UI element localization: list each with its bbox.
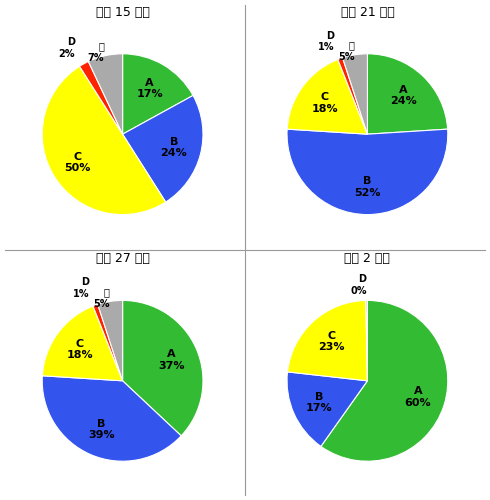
- Wedge shape: [42, 306, 122, 381]
- Text: B
24%: B 24%: [161, 136, 187, 158]
- Text: D
1%: D 1%: [73, 277, 89, 299]
- Wedge shape: [287, 60, 368, 134]
- Text: C
18%: C 18%: [311, 92, 338, 114]
- Text: B
39%: B 39%: [88, 418, 115, 440]
- Wedge shape: [366, 300, 368, 381]
- Text: D
0%: D 0%: [350, 274, 367, 295]
- Text: B
17%: B 17%: [306, 392, 332, 413]
- Title: 平成 21 年度: 平成 21 年度: [341, 6, 394, 19]
- Wedge shape: [122, 54, 193, 134]
- Text: C
50%: C 50%: [65, 152, 91, 174]
- Wedge shape: [288, 300, 368, 381]
- Wedge shape: [122, 96, 203, 202]
- Text: C
23%: C 23%: [318, 331, 345, 352]
- Wedge shape: [321, 300, 448, 461]
- Text: D
1%: D 1%: [318, 30, 334, 52]
- Wedge shape: [88, 54, 122, 134]
- Wedge shape: [42, 376, 181, 461]
- Wedge shape: [338, 58, 368, 134]
- Text: C
18%: C 18%: [67, 339, 93, 360]
- Wedge shape: [343, 54, 368, 134]
- Wedge shape: [79, 62, 122, 134]
- Text: A
60%: A 60%: [405, 386, 431, 407]
- Text: A
37%: A 37%: [158, 349, 184, 370]
- Wedge shape: [98, 300, 122, 381]
- Wedge shape: [368, 54, 448, 134]
- Text: B
52%: B 52%: [354, 176, 381, 198]
- Wedge shape: [42, 66, 166, 214]
- Text: 外
5%: 外 5%: [338, 40, 354, 62]
- Wedge shape: [287, 372, 368, 446]
- Wedge shape: [122, 300, 203, 436]
- Text: D
2%: D 2%: [59, 37, 75, 58]
- Text: 外
7%: 外 7%: [88, 42, 104, 63]
- Title: 平成 27 年度: 平成 27 年度: [96, 252, 149, 266]
- Wedge shape: [287, 129, 448, 214]
- Title: 平成 15 年度: 平成 15 年度: [96, 6, 149, 19]
- Title: 令和 2 年度: 令和 2 年度: [344, 252, 391, 266]
- Wedge shape: [93, 304, 122, 381]
- Text: A
17%: A 17%: [136, 78, 163, 100]
- Text: A
24%: A 24%: [391, 85, 417, 106]
- Text: 外
5%: 外 5%: [93, 287, 109, 308]
